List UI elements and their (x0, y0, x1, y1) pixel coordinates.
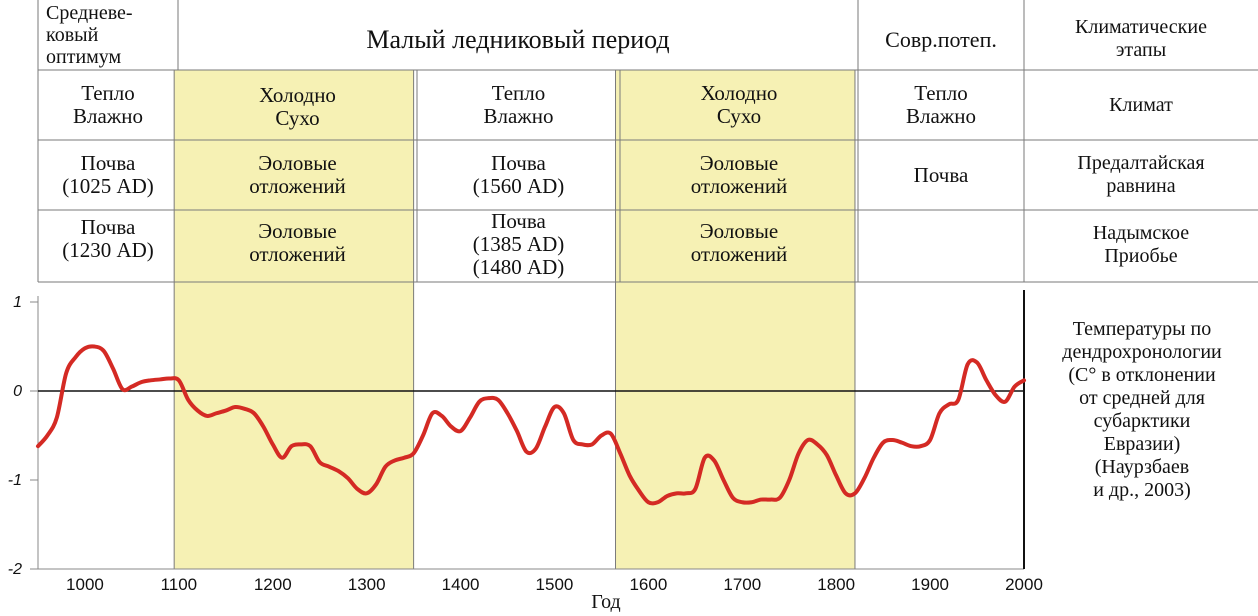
header-medieval-optimum: Средневе- ковый оптимум (46, 2, 133, 68)
row2-cell4: Эоловые отложений (690, 151, 788, 198)
x-tick-label: 1400 (442, 575, 480, 594)
chart-axes: 1 0 -1 -2 1000 1100 1200 1300 1400 1500 1600 1700 18… (8, 290, 1043, 613)
y-tick-label: -2 (8, 561, 22, 578)
shaded-periods (173, 70, 856, 569)
row3-cell5 (858, 210, 1024, 282)
row2-cell5: Почва (913, 162, 969, 187)
y-tick-label: -1 (8, 472, 22, 489)
chart-series (36, 344, 1026, 506)
x-tick-label: 1000 (66, 575, 104, 594)
header-climate-stages: Климатические этапы (1075, 16, 1207, 61)
x-tick-label: 1500 (536, 575, 574, 594)
row1-cell3: Тепло Влажно (483, 81, 554, 128)
chart-annotation: Температуры по дендрохронологии (C° в от… (1062, 318, 1222, 501)
row3-cell2: Эоловые отложений (249, 219, 346, 266)
row3-cell3: Почва (1385 AD) (1480 AD) (472, 209, 565, 279)
x-tick-label: 2000 (1005, 575, 1043, 594)
x-tick-label: 1600 (629, 575, 667, 594)
row1-cell2: Холодно Сухо (259, 83, 336, 130)
header-modern-warming: Совр.потеп. (885, 26, 997, 52)
row2-cell3: Почва (1560 AD) (472, 151, 565, 198)
row1-label: Климат (1109, 93, 1173, 116)
row1-cell5: Тепло Влажно (905, 81, 977, 128)
table-grid (37, 0, 1258, 283)
x-tick-label: 1300 (348, 575, 386, 594)
row1-cell1: Тепло Влажно (72, 81, 144, 128)
x-tick-label: 1200 (254, 575, 292, 594)
row3-cell1: Почва (1230 AD) (62, 215, 154, 262)
row3-label: Надымское Приобье (1092, 222, 1190, 267)
cold-period-shade (615, 70, 855, 569)
x-tick-label: 1700 (723, 575, 761, 594)
row2-cell2: Эоловые отложений (249, 151, 346, 198)
x-tick-label: 1100 (161, 575, 198, 594)
x-tick-label: 1800 (817, 575, 855, 594)
row3-cell4: Эоловые отложений (690, 219, 788, 266)
temperature-series-line (36, 344, 1026, 506)
row1-cell4: Холодно Сухо (700, 81, 778, 128)
y-tick-label: 0 (13, 383, 22, 400)
y-tick-label: 1 (13, 294, 22, 311)
header-little-ice-age: Малый ледниковый период (366, 24, 670, 54)
row2-label: Предалтайская равнина (1077, 152, 1205, 197)
x-tick-label: 1900 (911, 575, 949, 594)
row2-cell1: Почва (1025 AD) (62, 151, 154, 198)
x-axis-label: Год (591, 591, 620, 613)
